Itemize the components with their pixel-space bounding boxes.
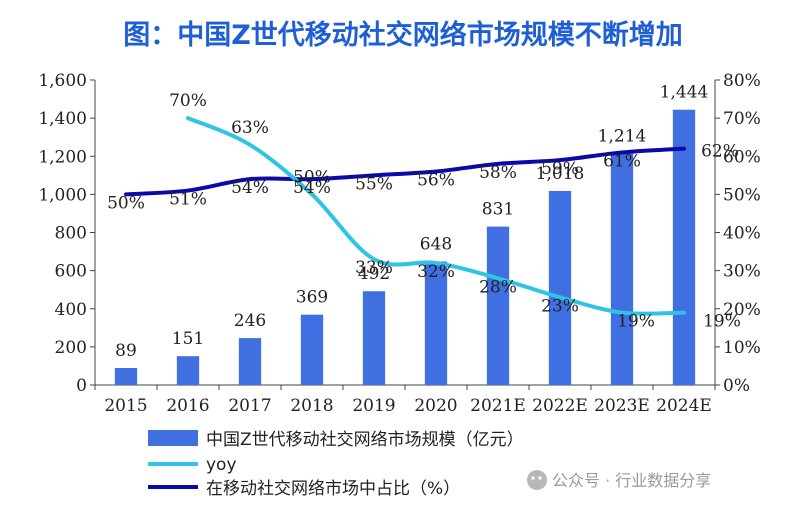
x-tick-label: 2018 (290, 396, 333, 416)
yoy-value-label: 63% (231, 118, 269, 138)
y-right-tick-label: 40% (723, 224, 761, 244)
x-tick-label: 2019 (352, 396, 395, 416)
bar (610, 153, 634, 385)
y-left-tick-label: 1,400 (38, 109, 87, 129)
bar (238, 338, 262, 385)
x-tick-label: 2021E (470, 396, 526, 416)
x-tick-label: 2023E (594, 396, 650, 416)
share-value-label: 61% (603, 151, 641, 171)
x-tick-label: 2017 (228, 396, 271, 416)
legend-label-bar: 中国Z世代移动社交网络市场规模（亿元） (206, 430, 524, 450)
data-labels: 89 151 246 369 492 648 831 1,018 1,214 1,444 50% 51… (107, 83, 741, 361)
bar-value-label: 369 (296, 288, 328, 308)
bar-value-label: 492 (358, 264, 390, 284)
share-value-label: 54% (293, 178, 331, 198)
legend: 中国Z世代移动社交网络市场规模（亿元） yoy 在移动社交网络市场中占比（%） (148, 430, 524, 499)
share-value-label: 55% (355, 174, 393, 194)
bar-value-label: 151 (172, 329, 204, 349)
x-tick-label: 2024E (656, 396, 712, 416)
legend-label-share: 在移动社交网络市场中占比（%） (206, 479, 460, 499)
y-right-tick-label: 50% (723, 185, 761, 205)
yoy-value-label: 70% (169, 91, 207, 111)
share-line (124, 146, 686, 197)
bar-value-label: 1,214 (598, 127, 647, 147)
bar (486, 226, 510, 385)
x-tick-label: 2015 (104, 396, 147, 416)
line-series (124, 116, 686, 316)
bar (424, 261, 448, 385)
yoy-value-label: 23% (541, 296, 579, 316)
bar-value-label: 1,444 (660, 83, 709, 103)
bar-value-label: 1,018 (536, 164, 585, 184)
y-left-tick-label: 1,200 (38, 147, 87, 167)
x-tick-label: 2016 (166, 396, 209, 416)
bar (176, 356, 200, 385)
bar (300, 314, 324, 385)
y-right-tick-label: 0% (723, 376, 750, 396)
y-left-tick-label: 0 (76, 376, 87, 396)
share-value-label: 50% (107, 193, 145, 213)
share-value-label: 54% (231, 178, 269, 198)
bar-series (114, 109, 696, 386)
legend-label-yoy: yoy (206, 455, 237, 475)
y-right-tick-label: 60% (723, 147, 761, 167)
y-left-tick-label: 1,000 (38, 185, 87, 205)
yoy-value-label: 32% (417, 262, 455, 282)
bar-value-label: 831 (482, 200, 514, 220)
bar (672, 109, 696, 386)
share-value-label: 62% (701, 142, 739, 162)
wechat-icon (527, 470, 547, 490)
y-right-tick-label: 10% (723, 338, 761, 358)
axes: 0 200 400 600 800 1,000 1,200 1,400 1,600 0% 10% 20… (38, 71, 760, 416)
bar-value-label: 89 (115, 341, 137, 361)
share-value-label: 51% (169, 190, 207, 210)
legend-swatch-bar (148, 430, 198, 446)
x-tick-label: 2022E (532, 396, 588, 416)
chart-title: 图：中国Z世代移动社交网络市场规模不断增加 (123, 19, 683, 51)
watermark-text: 公众号 · 行业数据分享 (552, 471, 711, 490)
y-left-tick-label: 1,600 (38, 71, 87, 91)
yoy-value-label: 19% (703, 312, 741, 332)
y-right-tick-label: 30% (723, 262, 761, 282)
bar (114, 368, 138, 385)
yoy-value-label: 33% (355, 258, 393, 278)
yoy-value-label: 28% (479, 277, 517, 297)
bar-value-label: 648 (420, 234, 452, 254)
y-right-tick-label: 80% (723, 71, 761, 91)
y-left-tick-label: 800 (55, 224, 87, 244)
y-right-tick-label: 70% (723, 109, 761, 129)
y-right-tick-label: 20% (723, 300, 761, 320)
x-tick-label: 2020 (414, 396, 457, 416)
bar (548, 190, 572, 385)
share-value-label: 58% (479, 163, 517, 183)
y-left-tick-label: 600 (55, 262, 87, 282)
yoy-value-label: 19% (617, 312, 655, 332)
watermark: 公众号 · 行业数据分享 (527, 470, 711, 490)
bar (362, 291, 386, 385)
share-value-label: 56% (417, 171, 455, 191)
share-value-label: 59% (541, 159, 579, 179)
bar-value-label: 246 (234, 311, 266, 331)
yoy-line (186, 116, 686, 316)
y-left-tick-label: 400 (55, 300, 87, 320)
yoy-value-label: 50% (293, 167, 331, 187)
y-left-tick-label: 200 (55, 338, 87, 358)
